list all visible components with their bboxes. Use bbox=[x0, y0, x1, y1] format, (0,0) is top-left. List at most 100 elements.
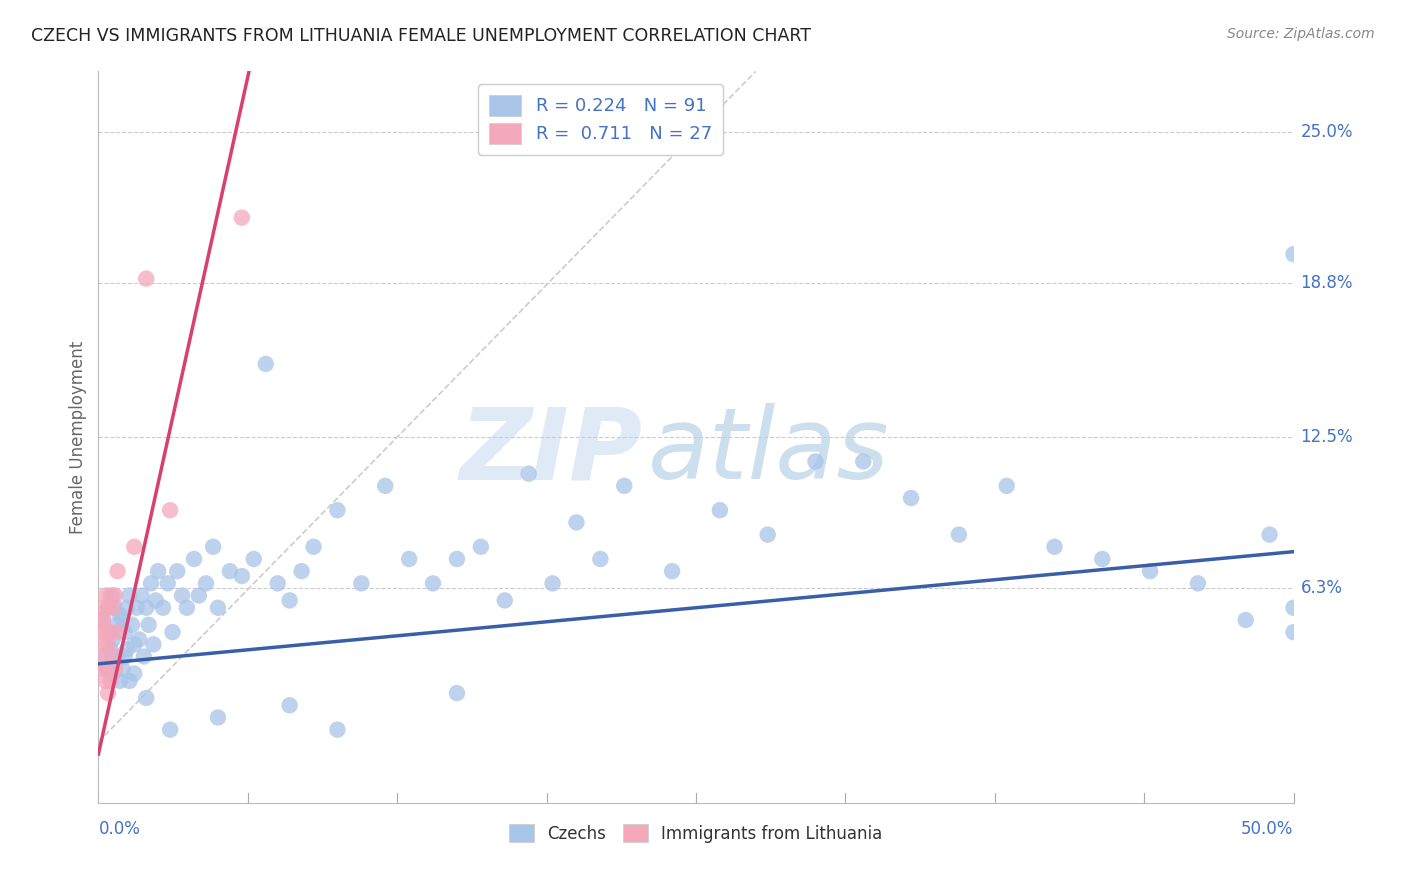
Text: ZIP: ZIP bbox=[460, 403, 643, 500]
Point bbox=[207, 710, 229, 724]
Point bbox=[187, 589, 209, 603]
Text: atlas: atlas bbox=[648, 403, 890, 500]
Point bbox=[613, 479, 636, 493]
Text: Source: ZipAtlas.com: Source: ZipAtlas.com bbox=[1227, 27, 1375, 41]
Point bbox=[98, 625, 122, 640]
Point bbox=[162, 625, 184, 640]
Point bbox=[94, 673, 117, 688]
Point bbox=[326, 503, 349, 517]
Point bbox=[94, 625, 117, 640]
Point bbox=[995, 479, 1018, 493]
Text: 0.0%: 0.0% bbox=[98, 820, 141, 838]
Point bbox=[900, 491, 922, 505]
Point bbox=[98, 673, 122, 688]
Point bbox=[115, 600, 138, 615]
Point bbox=[142, 637, 165, 651]
Point bbox=[1091, 552, 1114, 566]
Point bbox=[138, 617, 160, 632]
Text: 50.0%: 50.0% bbox=[1241, 820, 1294, 838]
Point bbox=[219, 564, 242, 578]
Point bbox=[107, 649, 129, 664]
Point bbox=[202, 540, 225, 554]
Point bbox=[124, 666, 146, 681]
Point bbox=[118, 589, 141, 603]
Point bbox=[98, 642, 122, 657]
Point bbox=[183, 552, 205, 566]
Point bbox=[470, 540, 492, 554]
Point bbox=[152, 600, 174, 615]
Point bbox=[135, 600, 157, 615]
Point bbox=[1043, 540, 1066, 554]
Point bbox=[107, 564, 129, 578]
Point bbox=[97, 637, 120, 651]
Point bbox=[107, 617, 129, 632]
Text: 12.5%: 12.5% bbox=[1301, 428, 1353, 446]
Point bbox=[111, 662, 134, 676]
Text: 6.3%: 6.3% bbox=[1301, 579, 1343, 598]
Point bbox=[541, 576, 564, 591]
Point bbox=[852, 454, 875, 468]
Point bbox=[267, 576, 290, 591]
Point bbox=[97, 600, 120, 615]
Point bbox=[91, 613, 114, 627]
Point bbox=[1282, 625, 1305, 640]
Point bbox=[446, 686, 468, 700]
Point bbox=[121, 617, 143, 632]
Point bbox=[135, 271, 157, 285]
Point bbox=[91, 613, 114, 627]
Point bbox=[128, 632, 150, 647]
Point bbox=[326, 723, 349, 737]
Point bbox=[156, 576, 179, 591]
Point bbox=[114, 649, 136, 664]
Point bbox=[446, 552, 468, 566]
Point bbox=[118, 673, 141, 688]
Point bbox=[90, 613, 112, 627]
Point bbox=[948, 527, 970, 541]
Point bbox=[97, 662, 120, 676]
Point bbox=[94, 662, 117, 676]
Text: 25.0%: 25.0% bbox=[1301, 123, 1353, 141]
Point bbox=[350, 576, 373, 591]
Point bbox=[98, 589, 122, 603]
Point bbox=[104, 600, 127, 615]
Point bbox=[94, 649, 117, 664]
Point bbox=[231, 211, 253, 225]
Point bbox=[132, 649, 155, 664]
Point bbox=[91, 637, 114, 651]
Point bbox=[1234, 613, 1257, 627]
Point bbox=[108, 608, 131, 623]
Point bbox=[176, 600, 198, 615]
Point bbox=[1139, 564, 1161, 578]
Point bbox=[374, 479, 396, 493]
Point bbox=[398, 552, 420, 566]
Point bbox=[254, 357, 277, 371]
Point bbox=[125, 600, 148, 615]
Point bbox=[804, 454, 827, 468]
Point bbox=[101, 589, 124, 603]
Point bbox=[302, 540, 325, 554]
Point bbox=[111, 613, 134, 627]
Point bbox=[98, 625, 122, 640]
Point bbox=[231, 569, 253, 583]
Point bbox=[1258, 527, 1281, 541]
Point bbox=[709, 503, 731, 517]
Point bbox=[104, 657, 127, 671]
Point bbox=[291, 564, 314, 578]
Point bbox=[145, 593, 167, 607]
Point bbox=[101, 649, 124, 664]
Point bbox=[172, 589, 194, 603]
Point bbox=[101, 632, 124, 647]
Point bbox=[159, 723, 181, 737]
Point bbox=[139, 576, 162, 591]
Point bbox=[1282, 247, 1305, 261]
Point bbox=[94, 589, 117, 603]
Legend: Czechs, Immigrants from Lithuania: Czechs, Immigrants from Lithuania bbox=[502, 818, 890, 849]
Point bbox=[97, 600, 120, 615]
Y-axis label: Female Unemployment: Female Unemployment bbox=[69, 341, 87, 533]
Point bbox=[131, 589, 153, 603]
Point bbox=[159, 503, 181, 517]
Point bbox=[661, 564, 683, 578]
Point bbox=[115, 642, 138, 657]
Point bbox=[207, 600, 229, 615]
Text: CZECH VS IMMIGRANTS FROM LITHUANIA FEMALE UNEMPLOYMENT CORRELATION CHART: CZECH VS IMMIGRANTS FROM LITHUANIA FEMAL… bbox=[31, 27, 811, 45]
